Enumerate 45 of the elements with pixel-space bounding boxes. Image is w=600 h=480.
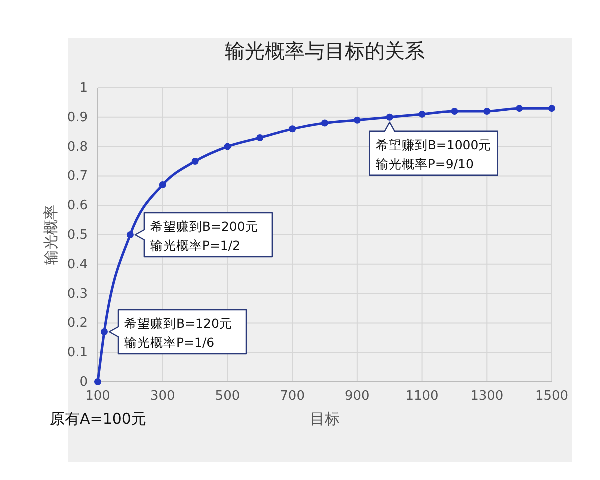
y-tick-label: 0.6 bbox=[67, 198, 88, 214]
point bbox=[100, 328, 108, 336]
y-tick-label: 0.3 bbox=[67, 286, 88, 302]
x-tick-label: 100 bbox=[86, 389, 110, 404]
x-tick-label: 700 bbox=[280, 389, 305, 404]
y-tick-label: 0.4 bbox=[67, 257, 88, 272]
annotation: 输光概率P=1/6 bbox=[124, 335, 215, 350]
point bbox=[94, 378, 102, 386]
annotation: 希望赚到B=120元 bbox=[124, 316, 232, 332]
y-tick-label: 0.1 bbox=[67, 346, 88, 361]
chart-title: 输光概率与目标的关系 bbox=[225, 39, 425, 63]
point bbox=[386, 114, 394, 121]
point bbox=[516, 105, 524, 112]
annotation: 输光概率P=1/2 bbox=[150, 238, 241, 253]
point bbox=[548, 105, 556, 112]
x-tick-label: 1100 bbox=[406, 389, 439, 404]
y-axis-title: 输光概率 bbox=[42, 205, 60, 265]
y-tick-label: 0.8 bbox=[67, 140, 88, 155]
y-tick-label: 0.5 bbox=[67, 228, 88, 243]
point bbox=[256, 134, 264, 142]
x-tick-label: 900 bbox=[345, 389, 370, 404]
y-tick-label: 1 bbox=[80, 81, 88, 96]
annotation: 输光概率P=9/10 bbox=[376, 156, 474, 172]
x-tick-label: 1500 bbox=[535, 389, 569, 404]
y-tick-label: 0 bbox=[80, 375, 88, 390]
text: 原有A=100元 bbox=[50, 410, 146, 428]
annotation: 希望赚到B=1000元 bbox=[376, 137, 492, 152]
point bbox=[484, 108, 491, 116]
annotation: 希望赚到B=200元 bbox=[150, 219, 258, 234]
x-tick-label: 300 bbox=[150, 389, 176, 404]
point bbox=[192, 158, 199, 165]
point bbox=[159, 182, 166, 189]
point bbox=[354, 116, 361, 124]
y-tick-label: 0.7 bbox=[67, 169, 88, 184]
x-tick-label: 500 bbox=[215, 389, 240, 404]
x-axis-title: 目标 bbox=[310, 410, 340, 428]
x-tick-label: 1300 bbox=[470, 389, 504, 404]
y-tick-label: 0.2 bbox=[67, 316, 88, 332]
point bbox=[322, 120, 328, 127]
point bbox=[451, 108, 458, 116]
point bbox=[289, 126, 296, 133]
point bbox=[126, 232, 134, 238]
y-tick-label: 0.9 bbox=[67, 110, 88, 126]
point bbox=[224, 143, 232, 150]
point bbox=[418, 110, 426, 118]
